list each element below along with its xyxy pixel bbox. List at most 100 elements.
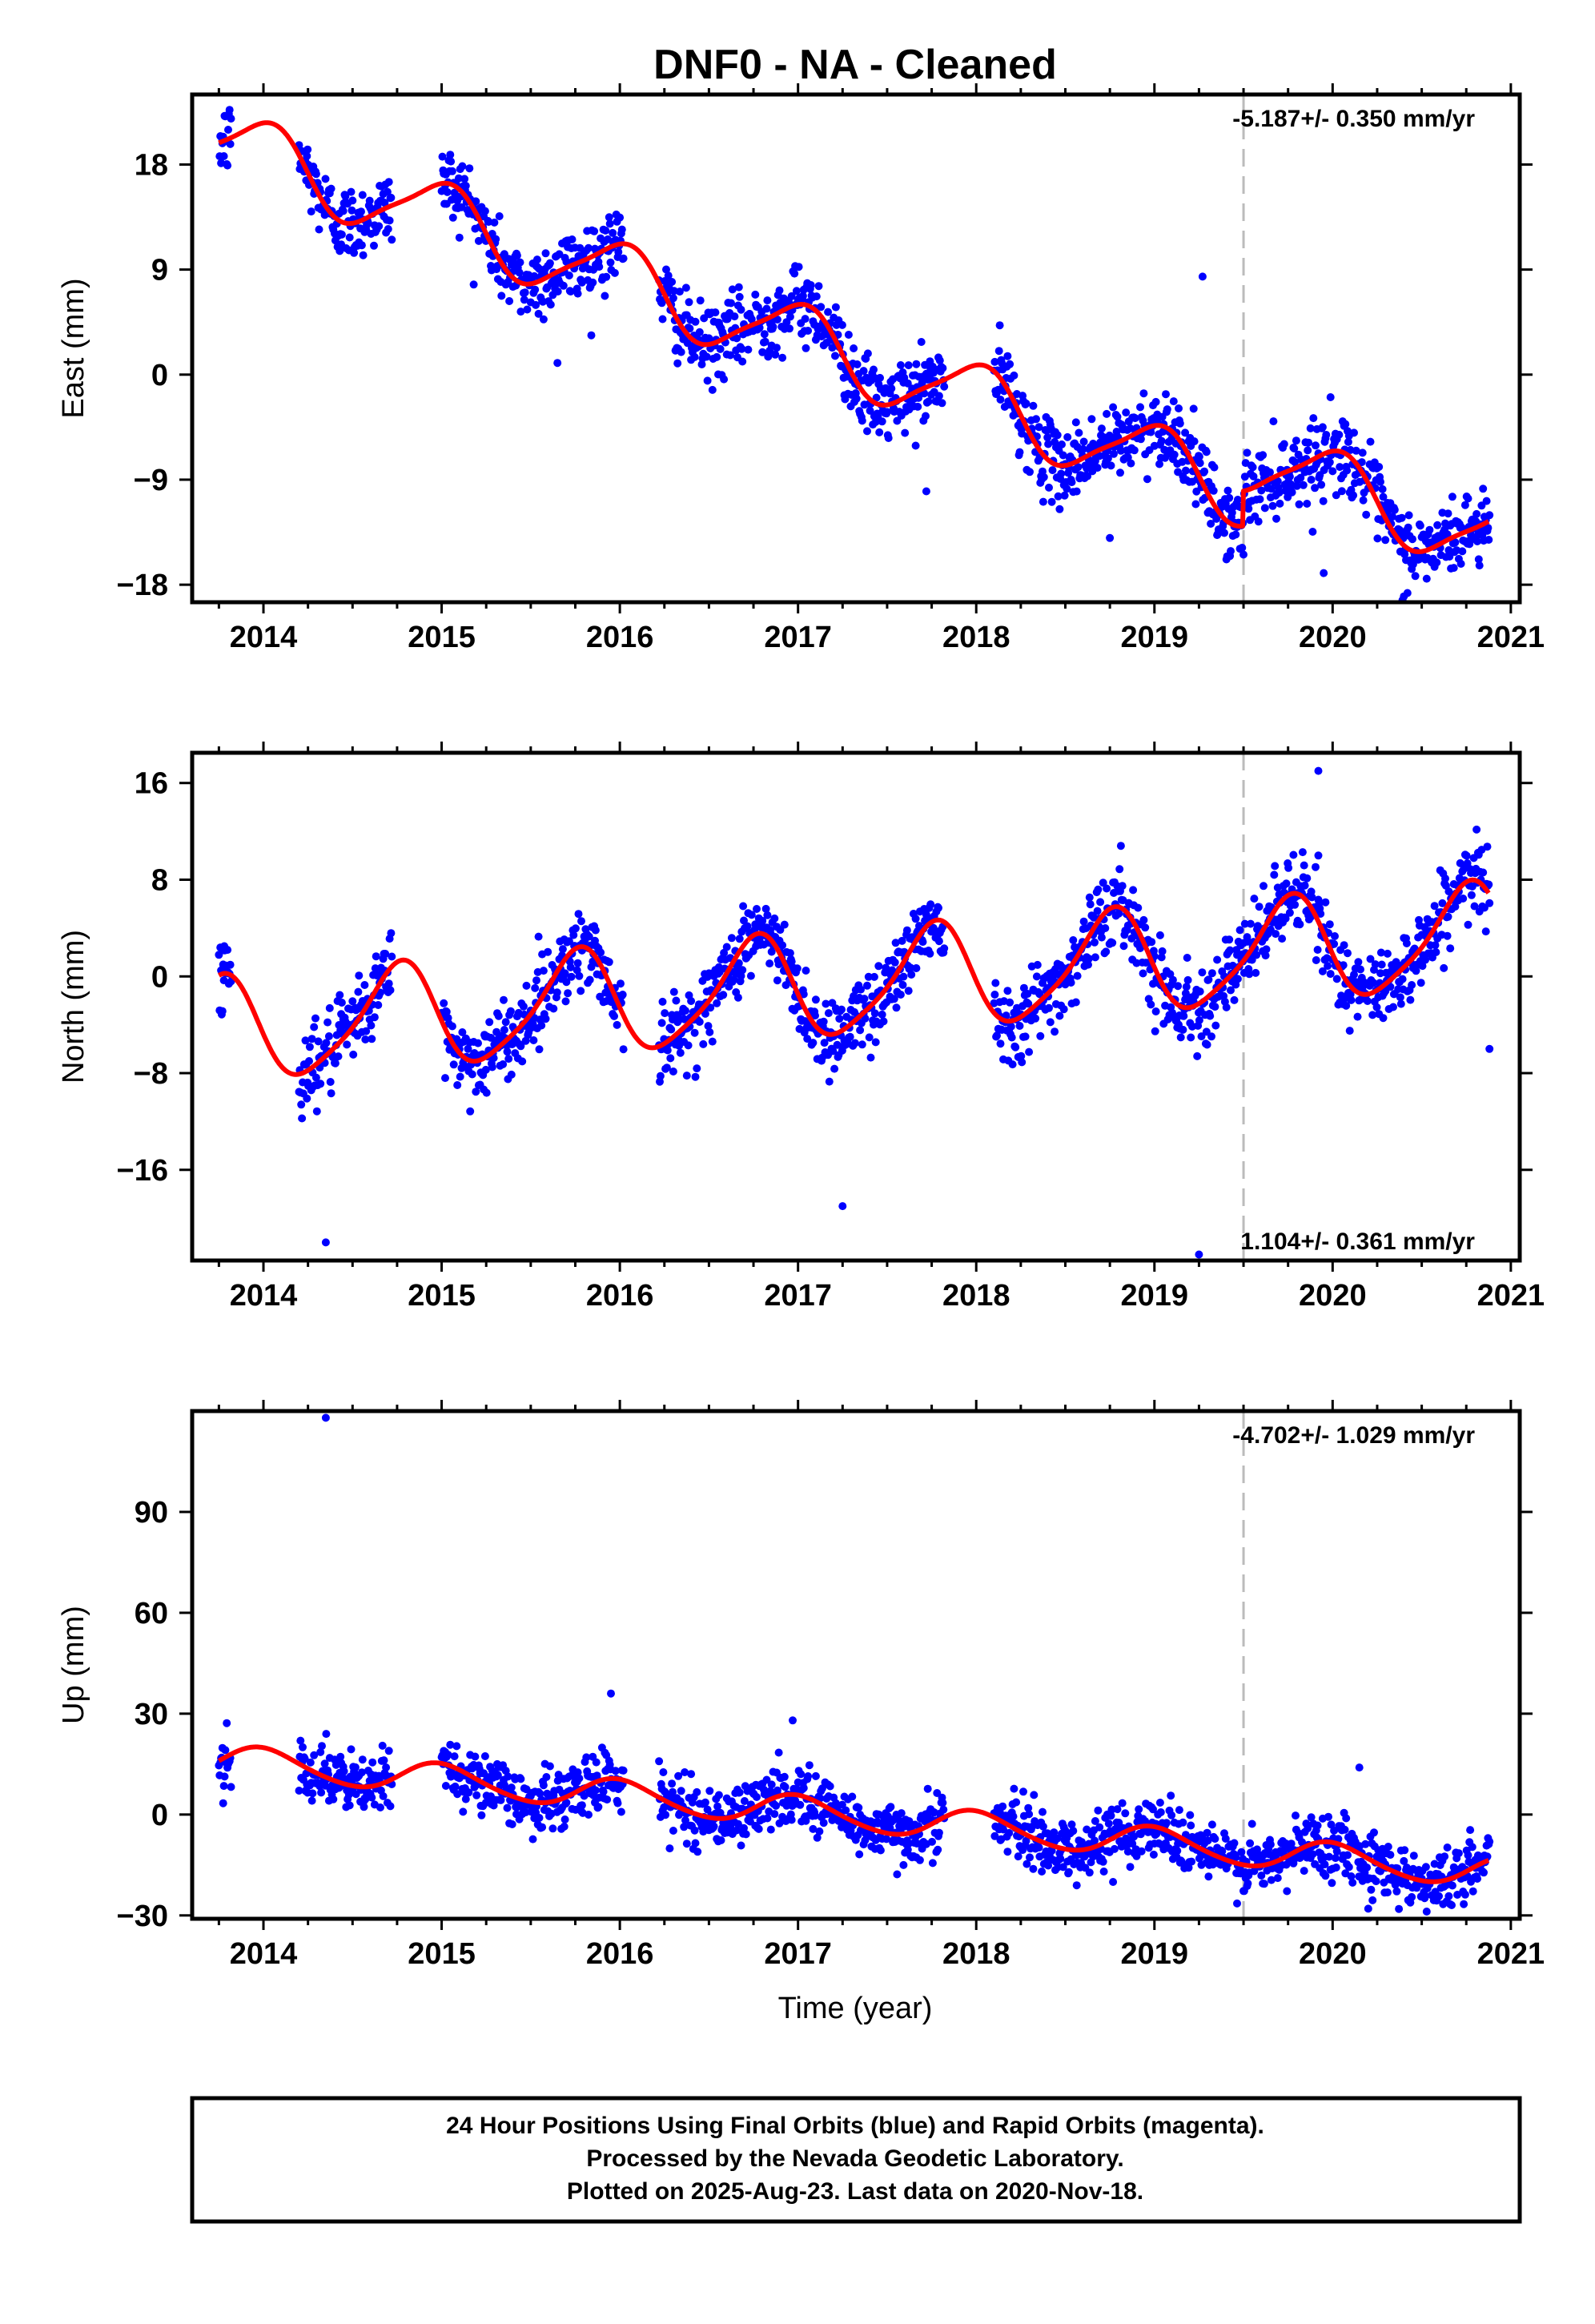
data-point	[701, 1009, 709, 1018]
data-point	[875, 428, 884, 436]
data-point	[1110, 1844, 1119, 1853]
data-point	[1309, 414, 1318, 423]
data-point	[879, 1017, 888, 1026]
data-points	[215, 94, 1494, 602]
data-point	[555, 250, 564, 259]
data-point	[663, 1046, 672, 1055]
data-point	[1053, 431, 1062, 440]
data-point	[1372, 1003, 1381, 1011]
data-point	[657, 1019, 666, 1027]
data-point	[383, 187, 392, 196]
data-point	[1451, 538, 1460, 547]
data-point	[780, 920, 789, 929]
x-tick-label: 2015	[408, 621, 476, 654]
data-point	[767, 1780, 776, 1789]
data-point	[726, 351, 735, 360]
data-points	[215, 1413, 1494, 1916]
data-point	[388, 235, 396, 244]
data-point	[687, 1770, 696, 1779]
data-point	[585, 975, 594, 984]
data-point	[887, 384, 896, 393]
data-point	[669, 1068, 677, 1076]
data-point	[912, 360, 921, 368]
data-point	[379, 1791, 388, 1800]
data-point	[1483, 1852, 1492, 1861]
data-point	[459, 1807, 468, 1816]
data-point	[1176, 1033, 1185, 1042]
data-point	[326, 1078, 335, 1086]
data-point	[1091, 1836, 1099, 1845]
data-point	[542, 1773, 551, 1781]
data-point	[1083, 1825, 1091, 1834]
data-point	[335, 991, 344, 999]
data-point	[1203, 1828, 1211, 1837]
data-point	[295, 1787, 303, 1795]
data-point	[934, 903, 942, 912]
data-point	[603, 1795, 612, 1804]
data-point	[1307, 476, 1316, 484]
data-point	[926, 949, 934, 958]
data-point	[350, 248, 359, 257]
data-point	[1287, 1839, 1296, 1848]
data-point	[325, 1003, 334, 1012]
data-point	[1086, 900, 1095, 909]
data-point	[522, 1785, 531, 1794]
data-point	[1269, 417, 1278, 426]
data-point	[1422, 574, 1431, 583]
data-point	[1319, 497, 1328, 505]
data-point	[1379, 1014, 1388, 1023]
data-point	[1257, 486, 1266, 495]
data-point	[737, 1841, 745, 1850]
data-point	[552, 988, 561, 997]
data-point	[1149, 1850, 1158, 1859]
data-point	[560, 1815, 569, 1823]
data-point	[817, 303, 826, 312]
data-point	[348, 997, 357, 1006]
data-point	[1182, 983, 1191, 991]
data-point	[385, 216, 394, 225]
data-point	[1046, 1018, 1055, 1027]
data-point	[384, 178, 393, 187]
data-point	[1383, 1888, 1392, 1897]
data-point	[1250, 895, 1259, 903]
data-point	[1175, 1806, 1183, 1815]
data-point	[1119, 942, 1128, 951]
data-point	[545, 1762, 554, 1771]
data-point	[1107, 1811, 1115, 1820]
data-point	[482, 1088, 491, 1097]
data-point	[792, 287, 801, 296]
data-point	[219, 1782, 228, 1791]
data-point	[940, 382, 949, 391]
data-point	[450, 1752, 459, 1761]
data-point	[1207, 520, 1215, 528]
data-point	[744, 345, 753, 354]
data-point	[1233, 1899, 1241, 1908]
data-point	[1244, 505, 1253, 513]
data-point	[1272, 514, 1280, 523]
data-point	[605, 958, 613, 967]
data-point	[859, 367, 868, 376]
data-point	[696, 296, 705, 305]
data-point	[468, 1070, 476, 1079]
data-point	[496, 1795, 505, 1804]
data-point	[995, 321, 1004, 330]
y-tick-label: 60	[135, 1597, 168, 1630]
data-point	[448, 1022, 456, 1031]
data-point	[747, 911, 756, 919]
data-point	[884, 434, 893, 442]
data-point	[354, 987, 363, 996]
data-point	[1084, 955, 1093, 963]
data-point	[735, 292, 744, 301]
data-point	[587, 331, 596, 340]
x-tick-label: 2014	[230, 621, 298, 654]
data-point	[703, 1805, 712, 1814]
x-tick-label: 2019	[1120, 1937, 1188, 1971]
data-point	[1440, 963, 1448, 972]
data-point	[1123, 1848, 1132, 1856]
data-point	[803, 1035, 812, 1043]
data-point	[695, 328, 704, 336]
data-point	[1395, 1904, 1404, 1913]
data-point	[1464, 494, 1472, 503]
data-point	[361, 1795, 370, 1803]
data-point	[1386, 983, 1395, 991]
